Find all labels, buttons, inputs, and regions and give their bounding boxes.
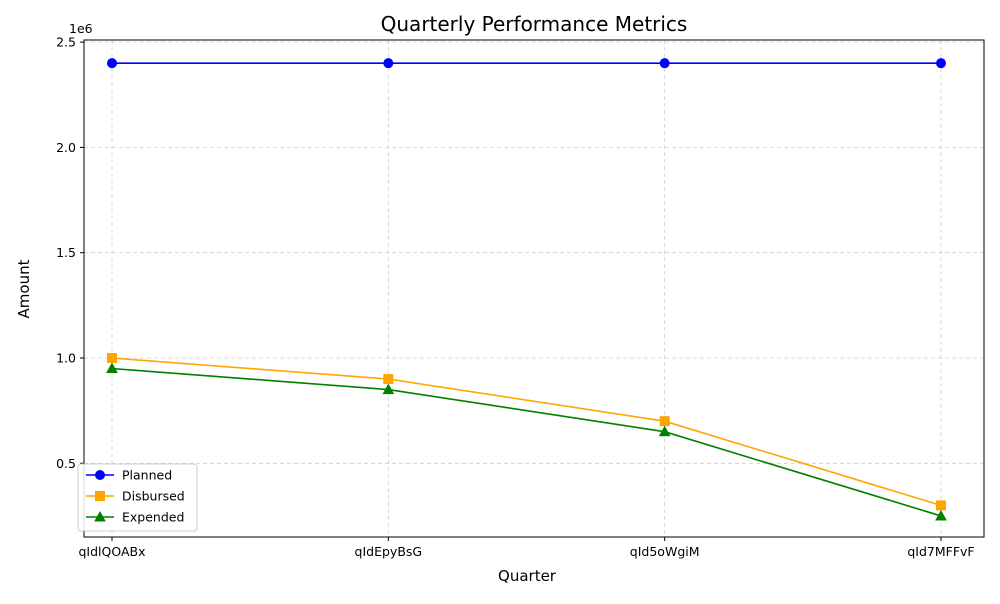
- y-tick-label: 0.5: [56, 456, 76, 471]
- y-axis-title: Amount: [15, 259, 33, 318]
- disbursed-legend-label: Disbursed: [122, 489, 185, 504]
- expended-legend-marker: [94, 510, 106, 522]
- disbursed-series: [107, 352, 946, 511]
- x-tick-label: qIdEpyBsG: [355, 544, 423, 559]
- disbursed-point: [107, 352, 117, 363]
- axes: qIdlQOABx qIdEpyBsG qId5oWgiM qId7MFFvF 0.5 1…: [56, 35, 975, 559]
- expended-legend-label: Expended: [122, 510, 184, 525]
- disbursed-point: [936, 500, 946, 511]
- expended-line: [111, 367, 942, 517]
- expended-series: [106, 362, 947, 521]
- y-tick-label: 2.5: [56, 35, 76, 50]
- x-tick-label: qId7MFFvF: [907, 544, 974, 559]
- planned-legend-marker: [95, 470, 105, 480]
- legend-box: [77, 463, 198, 532]
- y-axis-offset-label: 1e6: [69, 21, 93, 36]
- disbursed-point: [383, 374, 394, 385]
- expended-point: [658, 425, 671, 437]
- y-tick-label: 1.0: [56, 350, 76, 365]
- grid: [84, 40, 984, 537]
- disbursed-legend-marker: [95, 491, 105, 501]
- planned-point: [107, 58, 117, 69]
- expended-point: [935, 509, 947, 521]
- planned-legend-label: Planned: [122, 468, 172, 483]
- disbursed-line: [111, 357, 942, 507]
- expended-point: [106, 362, 118, 374]
- disbursed-point: [659, 416, 670, 427]
- planned-point: [659, 58, 670, 69]
- chart-title: Quarterly Performance Metrics: [381, 12, 688, 36]
- legend: Planned Disbursed Expended: [77, 463, 198, 532]
- plot-area: [84, 40, 984, 537]
- planned-point: [936, 58, 946, 69]
- y-tick-label: 2.0: [56, 140, 76, 155]
- planned-point: [383, 58, 394, 69]
- x-tick-label: qIdlQOABx: [78, 544, 145, 559]
- series-layer: [106, 58, 947, 521]
- expended-point: [382, 383, 395, 395]
- x-tick-label: qId5oWgiM: [630, 544, 700, 559]
- y-tick-label: 1.5: [56, 245, 76, 260]
- plot-frame: [83, 39, 985, 538]
- x-axis-title: Quarter: [498, 567, 557, 585]
- planned-series: [107, 58, 946, 69]
